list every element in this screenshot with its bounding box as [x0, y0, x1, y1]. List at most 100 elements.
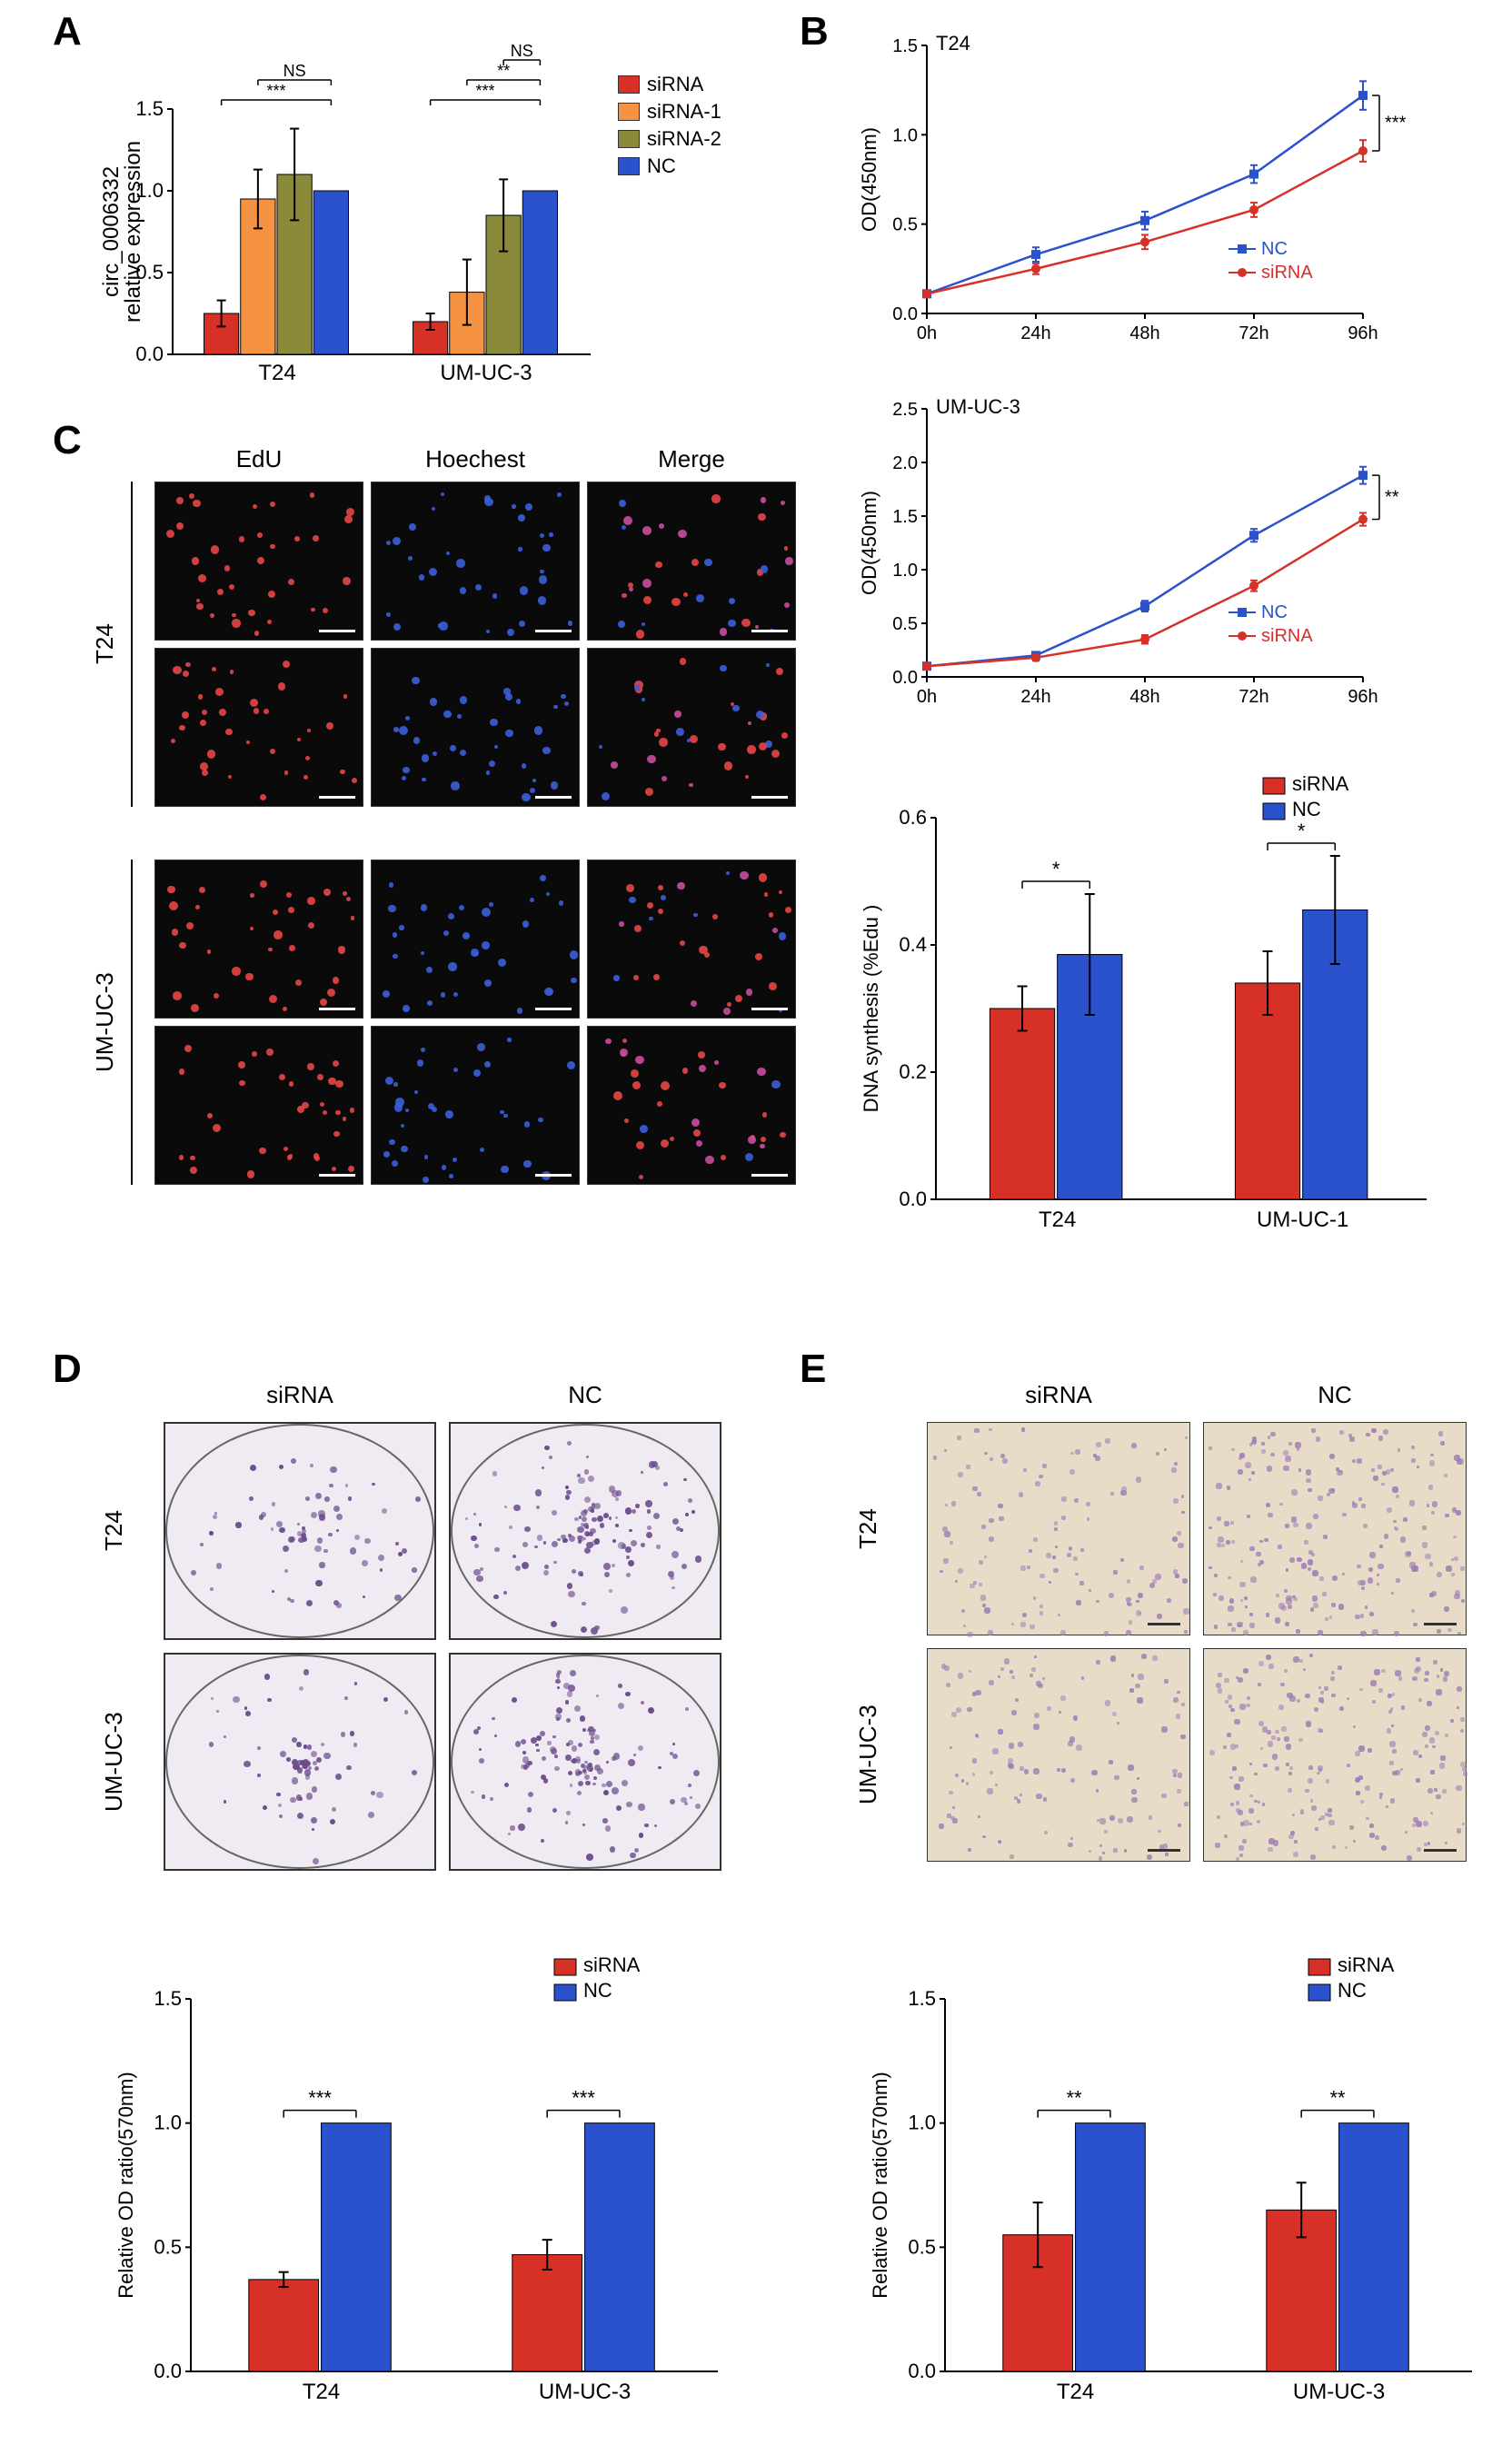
svg-text:NC: NC [1338, 1979, 1367, 2002]
svg-text:siRNA: siRNA [1338, 1953, 1395, 1976]
row-label-T24: T24 [100, 1422, 128, 1640]
svg-text:24h: 24h [1020, 687, 1050, 707]
microscopy-UM-UC-3-Merge-0 [587, 860, 796, 1019]
panel-label-a: A [53, 9, 82, 55]
row-label-T24: T24 [854, 1422, 882, 1635]
svg-text:UM-UC-3: UM-UC-3 [440, 361, 532, 385]
svg-text:***: *** [308, 2087, 332, 2110]
svg-text:1.5: 1.5 [135, 97, 164, 120]
svg-text:0h: 0h [917, 687, 937, 707]
microscopy-T24-Hoechest-0 [371, 482, 580, 641]
col-label-NC: NC [449, 1381, 721, 1409]
svg-text:0.0: 0.0 [892, 304, 918, 324]
col-label-NC: NC [1203, 1381, 1467, 1409]
plate-UM-UC-3-NC [449, 1653, 721, 1871]
svg-text:T24: T24 [1057, 2380, 1094, 2404]
svg-text:2.5: 2.5 [892, 400, 918, 420]
svg-text:siRNA: siRNA [1261, 626, 1313, 646]
svg-text:*: * [1052, 858, 1060, 880]
svg-text:0.4: 0.4 [899, 933, 927, 956]
svg-text:T24: T24 [258, 361, 295, 385]
panel-e-migration: siRNA NC T24 UM-UC-3 [845, 1381, 1481, 1899]
plate-T24-NC [449, 1422, 721, 1640]
svg-text:T24: T24 [1039, 1208, 1076, 1232]
svg-text:48h: 48h [1129, 323, 1159, 343]
legend-item-siRNA: siRNA [618, 73, 721, 96]
panel-d-plates: siRNA NC T24 UM-UC-3 [91, 1381, 745, 1899]
svg-text:NC: NC [583, 1979, 612, 2002]
svg-text:UM-UC-3: UM-UC-3 [539, 2380, 631, 2404]
row-label-UM-UC-3: UM-UC-3 [100, 1653, 128, 1871]
panel-c-microscopy: EdUHoechestMergeT24UM-UC-3 [91, 445, 791, 1317]
migration-T24-siRNA [927, 1422, 1190, 1635]
svg-text:Relative OD ratio(570nm): Relative OD ratio(570nm) [114, 2072, 137, 2298]
microscopy-UM-UC-3-Merge-1 [587, 1026, 796, 1185]
row-label-T24: T24 [91, 482, 119, 807]
microscopy-T24-Merge-1 [587, 648, 796, 807]
microscopy-T24-EdU-1 [154, 648, 363, 807]
panel-c-bar-chart: 0.00.20.40.6DNA synthesis (%Edu )T24*UM-… [854, 763, 1436, 1245]
legend-item-NC: NC [618, 154, 721, 178]
svg-text:1.5: 1.5 [908, 1987, 936, 2010]
svg-text:relative expression: relative expression [121, 141, 145, 323]
svg-text:96h: 96h [1348, 687, 1378, 707]
microscopy-UM-UC-3-Hoechest-0 [371, 860, 580, 1019]
row-label-UM-UC-3: UM-UC-3 [91, 860, 119, 1185]
svg-text:0.0: 0.0 [892, 668, 918, 688]
svg-text:DNA synthesis (%Edu ): DNA synthesis (%Edu ) [860, 905, 882, 1113]
svg-text:NS: NS [511, 42, 533, 60]
legend-item-siRNA-2: siRNA-2 [618, 127, 721, 151]
svg-text:72h: 72h [1238, 687, 1268, 707]
svg-text:siRNA: siRNA [583, 1953, 641, 1976]
svg-text:1.0: 1.0 [154, 2112, 182, 2134]
panel-a-bar-chart: 0.00.51.01.5circ_0006332relative express… [100, 36, 600, 400]
svg-text:96h: 96h [1348, 323, 1378, 343]
svg-text:OD(450nm): OD(450nm) [858, 127, 880, 232]
svg-text:***: *** [475, 82, 494, 100]
svg-text:*: * [1298, 820, 1306, 842]
panel-e-bar-chart: 0.00.51.01.5Relative OD ratio(570nm)T24*… [863, 1944, 1481, 2417]
svg-text:1.5: 1.5 [892, 36, 918, 56]
svg-text:**: ** [1329, 2087, 1346, 2110]
svg-text:0.6: 0.6 [899, 806, 927, 829]
svg-text:2.0: 2.0 [892, 453, 918, 473]
panel-a-legend: siRNAsiRNA-1siRNA-2NC [618, 73, 721, 182]
svg-text:siRNA: siRNA [1292, 772, 1349, 795]
svg-text:NC: NC [1261, 239, 1288, 259]
svg-text:UM-UC-3: UM-UC-3 [936, 395, 1020, 418]
panel-label-c: C [53, 418, 82, 463]
svg-text:48h: 48h [1129, 687, 1159, 707]
microscopy-T24-Merge-0 [587, 482, 796, 641]
microscopy-UM-UC-3-EdU-0 [154, 860, 363, 1019]
row-label-UM-UC-3: UM-UC-3 [854, 1648, 882, 1862]
microscopy-T24-Hoechest-1 [371, 648, 580, 807]
migration-UM-UC-3-siRNA [927, 1648, 1190, 1862]
panel-d-bar-chart: 0.00.51.01.5Relative OD ratio(570nm)T24*… [109, 1944, 727, 2417]
svg-text:***: *** [572, 2087, 595, 2110]
svg-text:T24: T24 [936, 32, 970, 55]
svg-text:1.5: 1.5 [892, 507, 918, 527]
svg-text:UM-UC-1: UM-UC-1 [1257, 1208, 1348, 1232]
svg-text:0.5: 0.5 [154, 2235, 182, 2258]
svg-text:***: *** [266, 82, 285, 100]
col-label-Hoechest: Hoechest [371, 445, 580, 473]
microscopy-UM-UC-3-EdU-1 [154, 1026, 363, 1185]
migration-UM-UC-3-NC [1203, 1648, 1467, 1862]
plate-T24-siRNA [164, 1422, 436, 1640]
microscopy-T24-EdU-0 [154, 482, 363, 641]
svg-text:72h: 72h [1238, 323, 1268, 343]
panel-label-b: B [800, 9, 829, 55]
microscopy-UM-UC-3-Hoechest-1 [371, 1026, 580, 1185]
panel-b-chart-umuc3: UM-UC-30.00.51.01.52.02.50h24h48h72h96hO… [854, 391, 1436, 718]
col-label-siRNA: siRNA [164, 1381, 436, 1409]
svg-text:**: ** [1385, 487, 1399, 507]
col-label-siRNA: siRNA [927, 1381, 1190, 1409]
col-label-EdU: EdU [154, 445, 363, 473]
col-label-Merge: Merge [587, 445, 796, 473]
svg-text:1.0: 1.0 [892, 561, 918, 581]
plate-UM-UC-3-siRNA [164, 1653, 436, 1871]
svg-text:0h: 0h [917, 323, 937, 343]
svg-text:0.2: 0.2 [899, 1060, 927, 1083]
svg-text:1.0: 1.0 [908, 2112, 936, 2134]
svg-text:0.5: 0.5 [892, 215, 918, 235]
